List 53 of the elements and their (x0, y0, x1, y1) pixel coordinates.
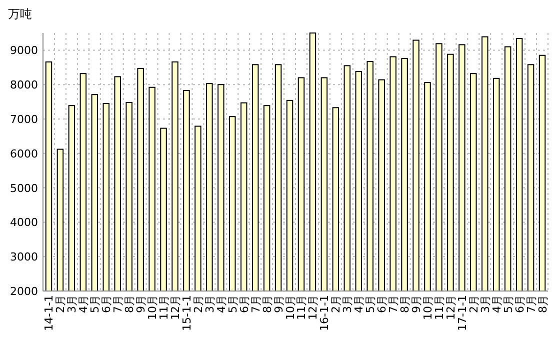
y-tick-label: 8000 (10, 78, 38, 92)
x-tick-label: 16-1-1 (318, 295, 332, 331)
x-tick-label: 2月 (330, 295, 343, 313)
x-tick-label: 8月 (123, 295, 136, 313)
x-tick-label: 5月 (88, 295, 102, 313)
y-tick-label: 3000 (10, 250, 38, 264)
x-tick-label: 14-1-1 (42, 295, 56, 331)
y-tick-label: 4000 (10, 216, 38, 230)
x-tick-label: 4月 (214, 295, 228, 313)
y-tick-label: 5000 (10, 182, 38, 195)
x-tick-label: 3月 (341, 295, 354, 313)
x-tick-label: 7月 (112, 295, 125, 313)
x-tick-label: 3月 (66, 295, 79, 313)
x-tick-label: 11月 (295, 295, 308, 320)
x-tick-label: 2月 (192, 295, 205, 313)
y-tick-label: 6000 (10, 147, 38, 160)
x-tick-label: 17-1-1 (456, 295, 469, 331)
x-tick-label: 12月 (168, 295, 182, 320)
x-tick-label: 7月 (249, 295, 262, 313)
x-tick-label: 9月 (272, 295, 286, 313)
x-tick-label: 11月 (432, 295, 446, 320)
y-axis-title: 万吨 (8, 7, 32, 21)
y-tick-label: 7000 (10, 113, 38, 126)
x-tick-label: 11月 (158, 295, 171, 320)
x-tick-label: 8月 (398, 295, 412, 313)
x-tick-label: 6月 (238, 295, 251, 313)
x-tick-label: 12月 (306, 295, 320, 320)
y-tick-label: 2000 (10, 285, 38, 298)
x-tick-label: 10月 (284, 295, 297, 320)
x-tick-label: 2月 (467, 295, 480, 313)
x-tick-label: 6月 (513, 295, 526, 313)
y-tick-label: 9000 (10, 44, 38, 58)
x-tick-label: 2月 (54, 295, 68, 313)
x-tick-label: 10月 (146, 295, 160, 320)
x-tick-label: 5月 (502, 295, 515, 313)
x-tick-label: 5月 (364, 295, 378, 313)
x-tick-label: 6月 (100, 295, 114, 313)
x-tick-label: 4月 (490, 295, 504, 313)
x-tick-label: 12月 (444, 295, 458, 320)
x-tick-label: 6月 (376, 295, 389, 313)
x-tick-label: 10月 (421, 295, 434, 320)
x-tick-label: 15-1-1 (180, 295, 194, 331)
x-tick-label: 7月 (524, 295, 538, 313)
x-tick-label: 8月 (536, 295, 550, 313)
x-tick-label: 9月 (134, 295, 148, 313)
x-tick-label: 8月 (260, 295, 274, 313)
x-tick-label: 9月 (410, 295, 424, 313)
x-tick-label: 7月 (387, 295, 400, 313)
x-tick-label: 5月 (226, 295, 240, 313)
x-tick-label: 4月 (77, 295, 90, 313)
x-tick-label: 3月 (203, 295, 216, 313)
x-tick-label: 3月 (478, 295, 492, 313)
x-tick-label: 4月 (352, 295, 366, 313)
